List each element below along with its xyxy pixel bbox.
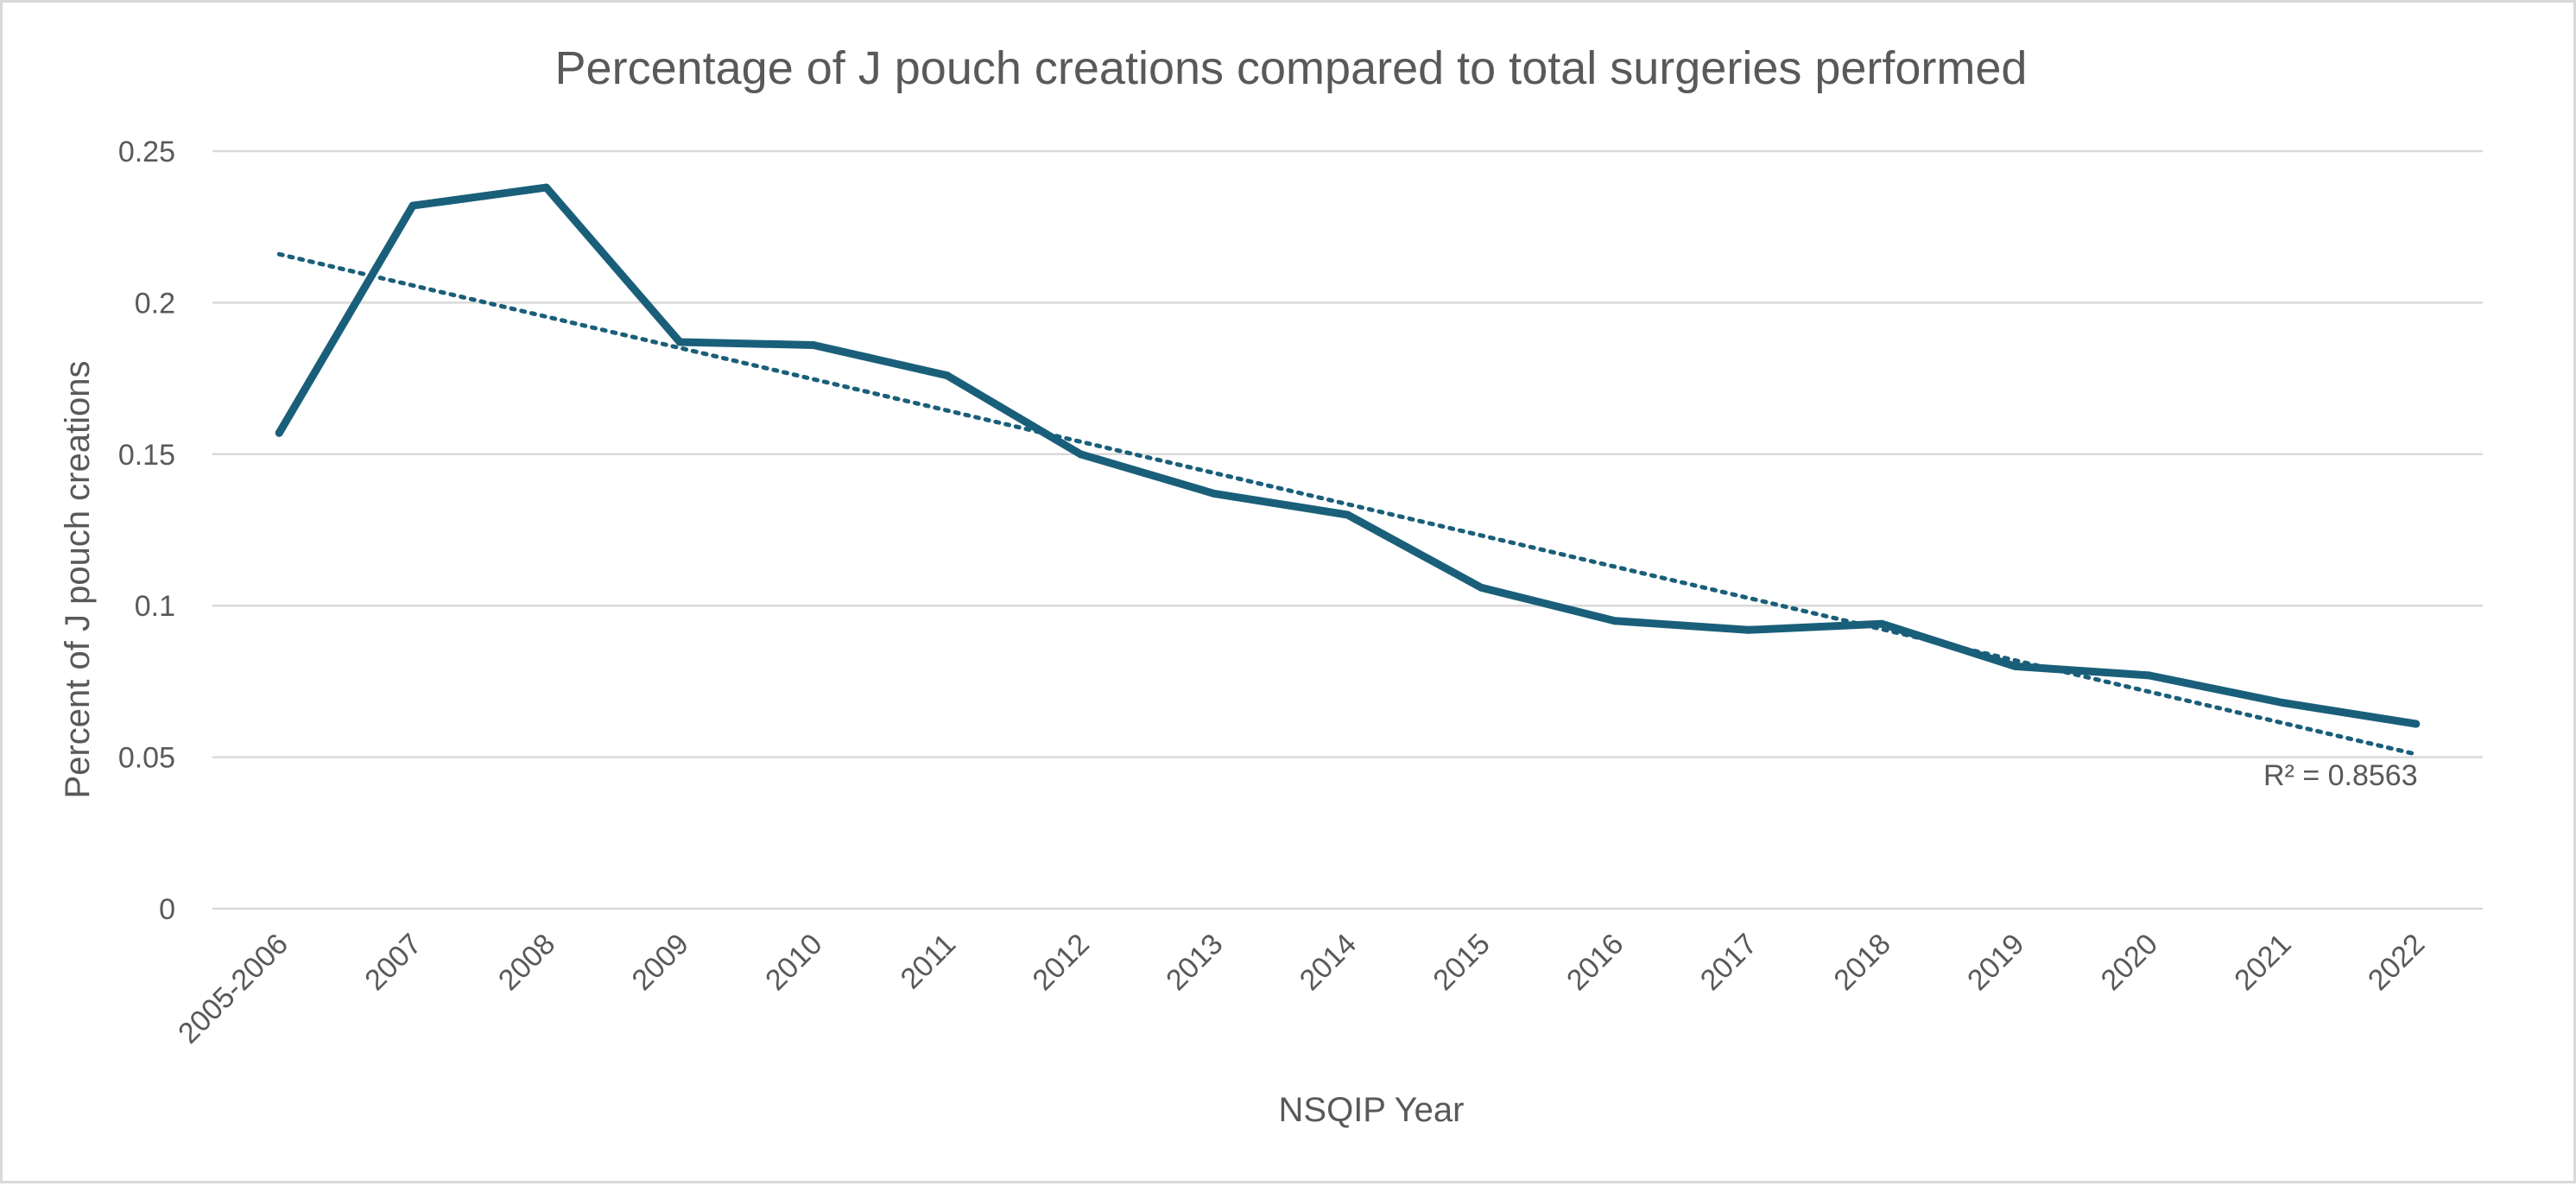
x-tick-label: 2013 (1160, 928, 1229, 997)
x-tick-label: 2010 (759, 928, 828, 997)
data-point (275, 428, 283, 437)
x-tick-label: 2018 (1827, 928, 1896, 997)
x-tick-label: 2005-2006 (172, 928, 294, 1050)
trendline (276, 251, 2419, 757)
x-tick-labels: 2005-2006 2007 2008 2009 2010 2011 2012 2013 201… (172, 928, 2431, 1050)
data-point (1344, 511, 1351, 519)
chart-title: Percentage of J pouch creations compared… (555, 42, 2028, 94)
x-tick-label: 2020 (2095, 928, 2164, 997)
data-point (943, 371, 952, 380)
x-tick-label: 2011 (895, 928, 963, 996)
data-points (275, 183, 2421, 728)
data-point (809, 341, 818, 350)
x-tick-label: 2014 (1294, 928, 1363, 997)
x-tick-label: 2015 (1427, 928, 1496, 997)
data-point (1744, 625, 1752, 634)
data-point (1076, 450, 1085, 459)
r-squared-label: R² = 0.8563 (2263, 759, 2418, 792)
x-tick-label: 2007 (358, 928, 427, 997)
data-point (2144, 671, 2153, 680)
y-axis-title: Percent of J pouch creations (59, 361, 97, 799)
x-axis-title: NSQIP Year (1279, 1091, 1465, 1129)
data-point (675, 338, 684, 346)
gridlines (212, 149, 2483, 910)
x-tick-label: 2017 (1694, 928, 1763, 997)
data-point (2278, 698, 2287, 707)
x-tick-label: 2021 (2228, 928, 2297, 997)
y-tick-labels: 0 0.05 0.1 0.15 0.2 0.25 (118, 136, 175, 926)
x-tick-label: 2016 (1560, 928, 1630, 997)
y-tick-label: 0.2 (135, 287, 175, 320)
x-tick-label: 2009 (626, 928, 695, 997)
data-point (542, 183, 551, 192)
data-point (408, 201, 417, 210)
y-tick-label: 0.25 (118, 136, 175, 168)
data-point (2011, 662, 2020, 670)
y-tick-label: 0 (159, 893, 175, 926)
x-tick-label: 2012 (1027, 928, 1096, 997)
x-tick-label: 2008 (492, 928, 561, 997)
data-point (2412, 720, 2421, 728)
series-line (275, 183, 2421, 728)
x-tick-label: 2019 (1961, 928, 2030, 997)
data-point (1611, 617, 1619, 625)
data-point (1877, 619, 1886, 628)
y-tick-label: 0.05 (118, 742, 175, 775)
line-chart: Percentage of J pouch creations compared… (59, 42, 2483, 1129)
y-tick-label: 0.1 (135, 590, 175, 623)
x-tick-label: 2022 (2362, 928, 2431, 997)
y-tick-label: 0.15 (118, 439, 175, 472)
data-point (1477, 583, 1485, 592)
data-point (1210, 489, 1218, 498)
